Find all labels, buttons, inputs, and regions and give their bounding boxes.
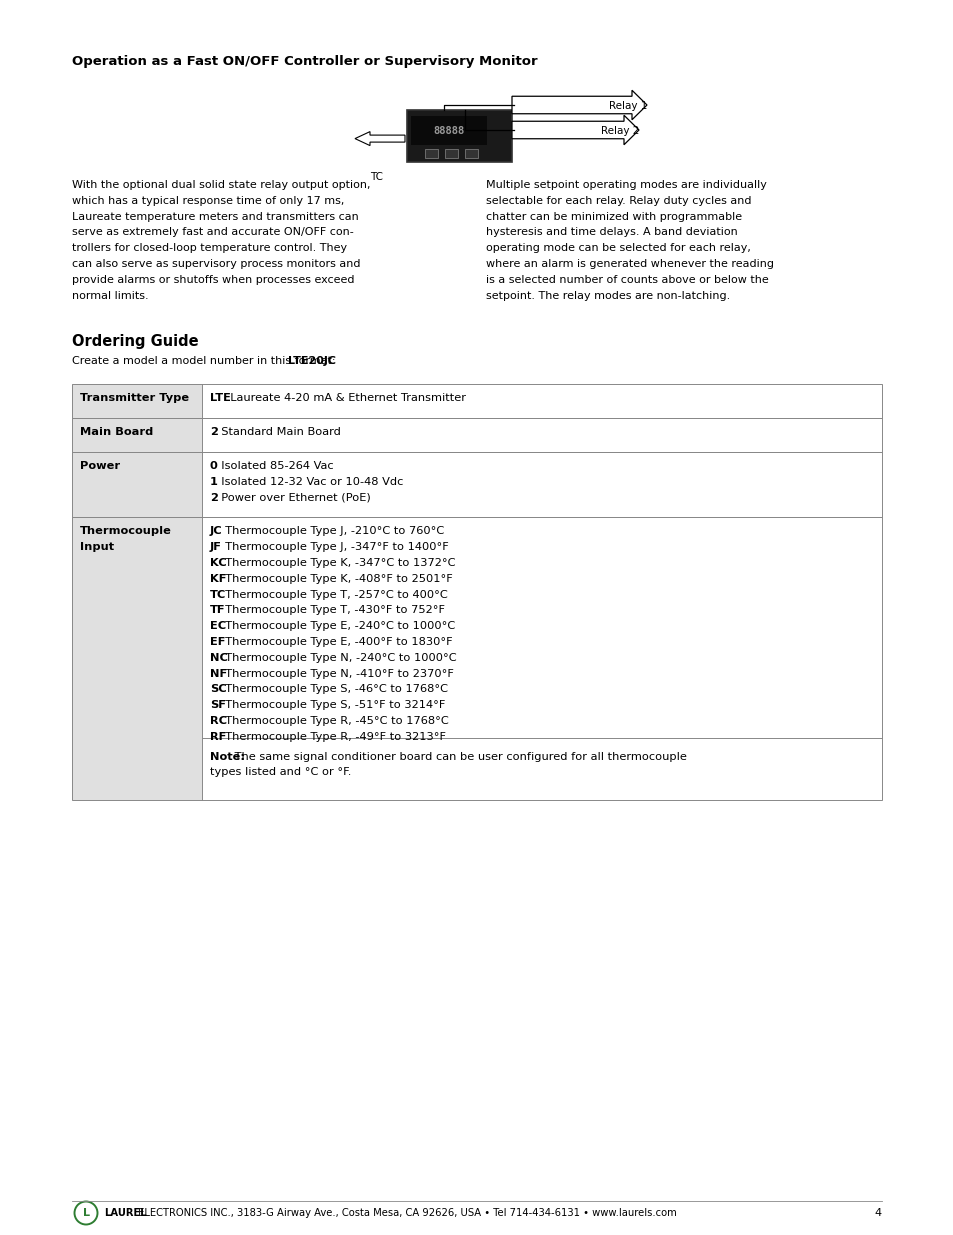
Text: SF: SF [210,700,226,710]
Text: JC: JC [210,526,222,536]
Text: Relay 2: Relay 2 [600,126,639,136]
Text: Operation as a Fast ON/OFF Controller or Supervisory Monitor: Operation as a Fast ON/OFF Controller or… [71,56,537,68]
Text: L: L [82,1208,90,1218]
Text: Standard Main Board: Standard Main Board [214,427,341,437]
Text: Create a model a model number in this format:: Create a model a model number in this fo… [71,357,338,367]
Text: Thermocouple Type N, -240°C to 1000°C: Thermocouple Type N, -240°C to 1000°C [218,653,456,663]
Text: Transmitter Type: Transmitter Type [80,394,189,404]
Text: Thermocouple: Thermocouple [80,526,172,536]
Bar [71,384,882,419]
Text: JF: JF [210,542,222,552]
Text: 1: 1 [210,477,217,487]
Text: Thermocouple Type K, -347°C to 1372°C: Thermocouple Type K, -347°C to 1372°C [218,558,456,568]
Text: hysteresis and time delays. A band deviation: hysteresis and time delays. A band devia… [485,227,737,237]
Text: Laureate 4-20 mA & Ethernet Transmitter: Laureate 4-20 mA & Ethernet Transmitter [222,394,465,404]
Text: Power: Power [80,461,120,471]
Text: KC: KC [210,558,227,568]
Text: Multiple setpoint operating modes are individually: Multiple setpoint operating modes are in… [485,180,766,190]
Text: NF: NF [210,668,227,678]
Text: EF: EF [210,637,225,647]
Text: RF: RF [210,732,226,742]
Text: where an alarm is generated whenever the reading: where an alarm is generated whenever the… [485,259,773,269]
Text: LTE: LTE [210,394,231,404]
Polygon shape [355,132,405,146]
Text: is a selected number of counts above or below the: is a selected number of counts above or … [485,275,768,285]
Text: 2: 2 [210,427,217,437]
Text: 0: 0 [210,461,217,471]
Text: Thermocouple Type T, -430°F to 752°F: Thermocouple Type T, -430°F to 752°F [218,605,445,615]
Bar [202,517,882,800]
Text: 2: 2 [210,493,217,503]
Bar [71,517,882,800]
Text: Ordering Guide: Ordering Guide [71,335,198,350]
Text: Power over Ethernet (PoE): Power over Ethernet (PoE) [214,493,371,503]
Bar [71,517,202,800]
Bar [71,419,202,452]
Bar [71,419,882,452]
Text: TF: TF [210,605,226,615]
Polygon shape [512,115,639,144]
Text: Note:: Note: [210,752,245,762]
Text: trollers for closed-loop temperature control. They: trollers for closed-loop temperature con… [71,243,347,253]
Text: Thermocouple Type R, -49°F to 3213°F: Thermocouple Type R, -49°F to 3213°F [218,732,446,742]
Text: RC: RC [210,716,227,726]
Text: Laureate temperature meters and transmitters can: Laureate temperature meters and transmit… [71,211,358,221]
Text: Isolated 85-264 Vac: Isolated 85-264 Vac [214,461,334,471]
Text: types listed and °C or °F.: types listed and °C or °F. [210,767,351,777]
Text: provide alarms or shutoffs when processes exceed: provide alarms or shutoffs when processe… [71,275,355,285]
Text: NC: NC [210,653,228,663]
Text: can also serve as supervisory process monitors and: can also serve as supervisory process mo… [71,259,360,269]
Text: LTE20JC: LTE20JC [288,357,335,367]
Text: normal limits.: normal limits. [71,290,149,300]
Text: TC: TC [210,589,226,600]
Text: SC: SC [210,684,227,694]
Text: Thermocouple Type T, -257°C to 400°C: Thermocouple Type T, -257°C to 400°C [218,589,448,600]
Bar [407,110,512,162]
Text: Main Board: Main Board [80,427,153,437]
Text: The same signal conditioner board can be user configured for all thermocouple: The same signal conditioner board can be… [231,752,686,762]
Text: selectable for each relay. Relay duty cycles and: selectable for each relay. Relay duty cy… [485,196,751,206]
Bar [202,384,882,419]
Bar [202,452,882,517]
Text: serve as extremely fast and accurate ON/OFF con-: serve as extremely fast and accurate ON/… [71,227,354,237]
Polygon shape [512,90,646,120]
Bar [71,452,882,517]
Bar [424,149,437,158]
Bar [71,452,202,517]
Text: chatter can be minimized with programmable: chatter can be minimized with programmab… [485,211,741,221]
Text: Thermocouple Type R, -45°C to 1768°C: Thermocouple Type R, -45°C to 1768°C [218,716,449,726]
Text: Thermocouple Type E, -240°C to 1000°C: Thermocouple Type E, -240°C to 1000°C [218,621,456,631]
Text: 88888: 88888 [433,126,464,136]
Text: Thermocouple Type S, -51°F to 3214°F: Thermocouple Type S, -51°F to 3214°F [218,700,445,710]
Text: KF: KF [210,574,226,584]
Bar [71,384,202,419]
Text: Thermocouple Type E, -400°F to 1830°F: Thermocouple Type E, -400°F to 1830°F [218,637,453,647]
Text: 4: 4 [874,1208,882,1218]
Text: With the optional dual solid state relay output option,: With the optional dual solid state relay… [71,180,370,190]
Text: Isolated 12-32 Vac or 10-48 Vdc: Isolated 12-32 Vac or 10-48 Vdc [214,477,403,487]
Text: operating mode can be selected for each relay,: operating mode can be selected for each … [485,243,750,253]
Text: EC: EC [210,621,226,631]
Text: TC: TC [370,172,383,182]
Text: ELECTRONICS INC., 3183-G Airway Ave., Costa Mesa, CA 92626, USA • Tel 714-434-61: ELECTRONICS INC., 3183-G Airway Ave., Co… [135,1208,677,1218]
Text: Thermocouple Type N, -410°F to 2370°F: Thermocouple Type N, -410°F to 2370°F [218,668,454,678]
Text: Input: Input [80,542,114,552]
Bar [444,149,457,158]
Text: Thermocouple Type K, -408°F to 2501°F: Thermocouple Type K, -408°F to 2501°F [218,574,453,584]
Text: setpoint. The relay modes are non-latching.: setpoint. The relay modes are non-latchi… [485,290,729,300]
Text: Relay 1: Relay 1 [608,101,647,111]
Bar [464,149,477,158]
Text: LAUREL: LAUREL [104,1208,147,1218]
Bar [411,116,486,144]
Text: Thermocouple Type J, -210°C to 760°C: Thermocouple Type J, -210°C to 760°C [218,526,444,536]
Text: Thermocouple Type J, -347°F to 1400°F: Thermocouple Type J, -347°F to 1400°F [218,542,449,552]
Text: which has a typical response time of only 17 ms,: which has a typical response time of onl… [71,196,344,206]
Text: Thermocouple Type S, -46°C to 1768°C: Thermocouple Type S, -46°C to 1768°C [218,684,448,694]
Bar [202,419,882,452]
